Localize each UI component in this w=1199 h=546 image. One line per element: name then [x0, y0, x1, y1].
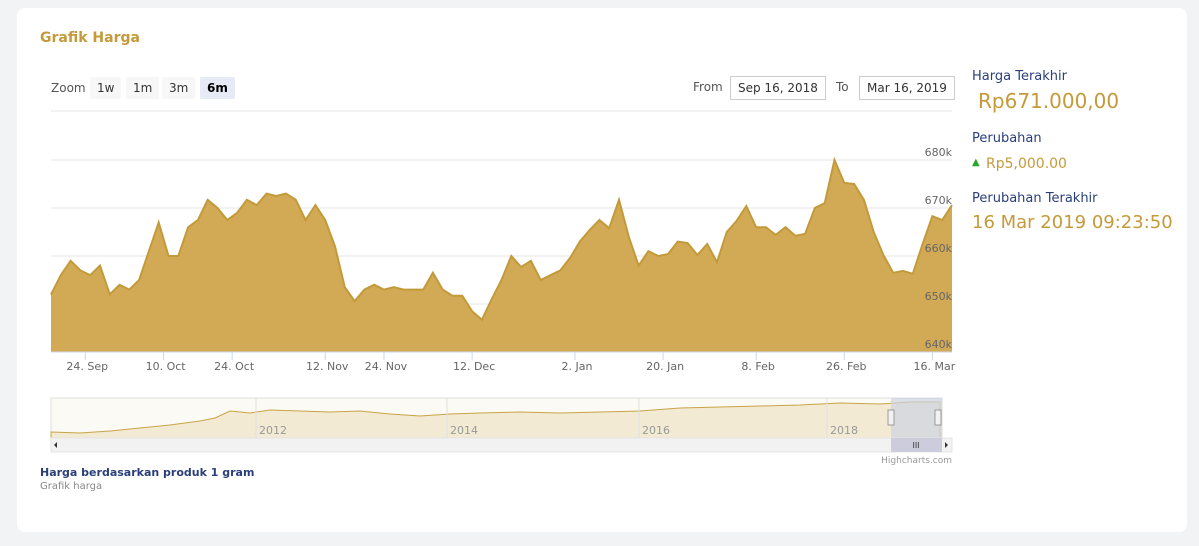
x-tick-label: 12. Dec: [453, 360, 495, 373]
credits[interactable]: Highcharts.com: [881, 456, 952, 466]
last-change: 16 Mar 2019 09:23:50: [972, 212, 1173, 233]
y-tick-label: 670k: [925, 194, 953, 207]
from-input[interactable]: Sep 16, 2018: [730, 76, 826, 100]
scrollbar-grip: III: [912, 441, 919, 450]
title: Grafik Harga: [40, 30, 140, 46]
footer-subtitle: Grafik harga: [40, 481, 103, 492]
scrollbar-track[interactable]: [50, 437, 953, 453]
area: [51, 160, 952, 352]
x-tick-label: 12. Nov: [306, 360, 349, 373]
x-tick-label: 16. Mar: [914, 360, 956, 373]
to-input[interactable]: Mar 16, 2019: [859, 76, 955, 100]
x-tick-label: 26. Feb: [826, 360, 866, 373]
y-tick-label: 650k: [925, 290, 953, 303]
navigator-selection[interactable]: [891, 398, 942, 438]
y-tick-label: 680k: [925, 146, 953, 159]
x-tick-label: 10. Oct: [146, 360, 187, 373]
line: [50, 156, 953, 322]
x-tick-label: 2. Jan: [561, 360, 592, 373]
change: Rp5,000.00: [986, 156, 1067, 172]
scroll-right[interactable]: [945, 442, 948, 448]
last-price-label: Harga Terakhir: [972, 69, 1067, 84]
x-tick-label: 20. Jan: [646, 360, 684, 373]
y-tick-label: 640k: [925, 338, 953, 351]
up-arrow: ▲: [972, 157, 980, 168]
navigator-year: 2018: [830, 424, 858, 437]
navigator-year: 2014: [450, 424, 478, 437]
navigator-year: 2012: [259, 424, 287, 437]
last-change-label: Perubahan Terakhir: [972, 191, 1098, 206]
x-tick-label: 8. Feb: [741, 360, 774, 373]
zoom-button[interactable]: 3m: [162, 77, 196, 99]
from-label: From: [693, 80, 723, 94]
navigator-series: [50, 401, 941, 439]
zoom-button[interactable]: 1m: [126, 77, 160, 99]
last-price: Rp671.000,00: [978, 89, 1120, 113]
x-tick-label: 24. Oct: [214, 360, 255, 373]
zoom-label: Zoom: [51, 81, 86, 95]
footer-title: Harga berdasarkan produk 1 gram: [40, 466, 255, 479]
y-tick-label: 660k: [925, 242, 953, 255]
navigator-year: 2016: [642, 424, 670, 437]
zoom-button[interactable]: 1w: [90, 77, 122, 99]
x-tick-label: 24. Sep: [66, 360, 108, 373]
navigator-handle[interactable]: [887, 409, 895, 426]
navigator-handle[interactable]: [934, 409, 942, 426]
to-label: To: [836, 80, 849, 94]
change-label: Perubahan: [972, 131, 1042, 146]
x-tick-label: 24. Nov: [365, 360, 408, 373]
scroll-left[interactable]: [54, 442, 57, 448]
scrollbar-thumb[interactable]: [891, 438, 942, 452]
zoom-button[interactable]: 6m: [200, 77, 235, 99]
